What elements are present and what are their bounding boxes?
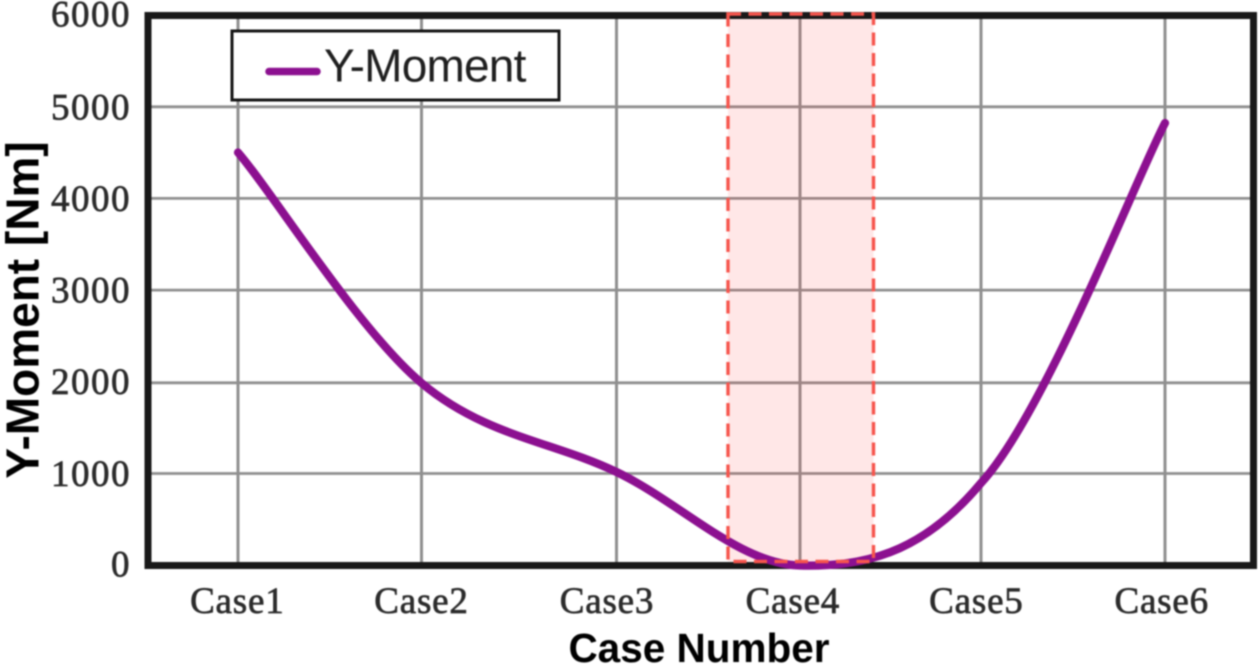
svg-text:Case6: Case6 xyxy=(1114,581,1208,622)
svg-text:1000: 1000 xyxy=(51,454,131,495)
svg-text:2000: 2000 xyxy=(51,362,131,403)
svg-text:Case3: Case3 xyxy=(560,581,654,622)
svg-text:0: 0 xyxy=(111,545,131,586)
svg-text:Y-Moment: Y-Moment xyxy=(324,40,527,92)
svg-text:4000: 4000 xyxy=(51,179,131,220)
svg-text:Y-Moment [Nm]: Y-Moment [Nm] xyxy=(0,141,49,478)
svg-text:Case2: Case2 xyxy=(374,581,468,622)
svg-text:5000: 5000 xyxy=(51,87,131,128)
svg-text:Case5: Case5 xyxy=(929,581,1023,622)
svg-text:3000: 3000 xyxy=(51,271,131,312)
svg-text:Case1: Case1 xyxy=(190,581,284,622)
svg-text:Case Number: Case Number xyxy=(568,625,829,664)
svg-text:Case4: Case4 xyxy=(746,581,840,622)
svg-text:6000: 6000 xyxy=(51,0,131,36)
